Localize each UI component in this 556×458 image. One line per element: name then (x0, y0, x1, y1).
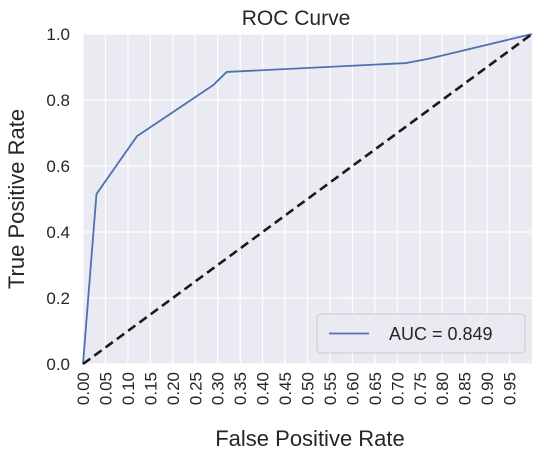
x-tick-label: 0.35 (231, 372, 250, 405)
legend-box (316, 313, 526, 354)
x-tick-label: 0.70 (388, 372, 407, 405)
x-tick-label: 0.65 (366, 372, 385, 405)
grid-lines (82, 33, 532, 365)
y-tick-label: 0.0 (46, 355, 70, 374)
chart-title: ROC Curve (242, 7, 351, 30)
y-tick-label: 0.2 (46, 289, 70, 308)
legend: AUC = 0.849 (316, 313, 526, 354)
x-tick-label: 0.75 (411, 372, 430, 405)
legend-label: AUC = 0.849 (389, 324, 493, 344)
x-tick-label: 0.85 (456, 372, 475, 405)
x-tick-label: 0.30 (209, 372, 228, 405)
x-tick-label: 0.60 (343, 372, 362, 405)
x-tick-label: 0.05 (96, 372, 115, 405)
roc-curve-line (82, 33, 533, 365)
x-tick-label: 0.95 (501, 372, 520, 405)
x-tick-label: 0.15 (141, 372, 160, 405)
x-axis-title: False Positive Rate (215, 426, 405, 451)
y-tick-label: 1.0 (46, 25, 70, 44)
x-tick-label: 0.45 (276, 372, 295, 405)
x-tick-label: 0.80 (433, 372, 452, 405)
x-tick-label: 0.25 (186, 372, 205, 405)
chance-diagonal-line (82, 32, 533, 366)
x-tick-label: 0.20 (164, 372, 183, 405)
y-tick-label: 0.8 (46, 91, 70, 110)
x-tick-label: 0.50 (299, 372, 318, 405)
y-tick-label: 0.6 (46, 157, 70, 176)
y-axis-title: True Positive Rate (4, 109, 29, 289)
x-tick-label: 0.10 (119, 372, 138, 405)
x-tick-label: 0.00 (74, 372, 93, 405)
x-tick-label: 0.90 (478, 372, 497, 405)
y-tick-labels: 0.0 0.2 0.4 0.6 0.8 1.0 (46, 25, 70, 374)
x-tick-labels: 0.00 0.05 0.10 0.15 0.20 0.25 0.30 0.35 0.40 0.45… (74, 372, 520, 405)
series-lines (82, 32, 533, 366)
x-tick-label: 0.40 (254, 372, 273, 405)
x-tick-label: 0.55 (321, 372, 340, 405)
y-tick-label: 0.4 (46, 223, 70, 242)
